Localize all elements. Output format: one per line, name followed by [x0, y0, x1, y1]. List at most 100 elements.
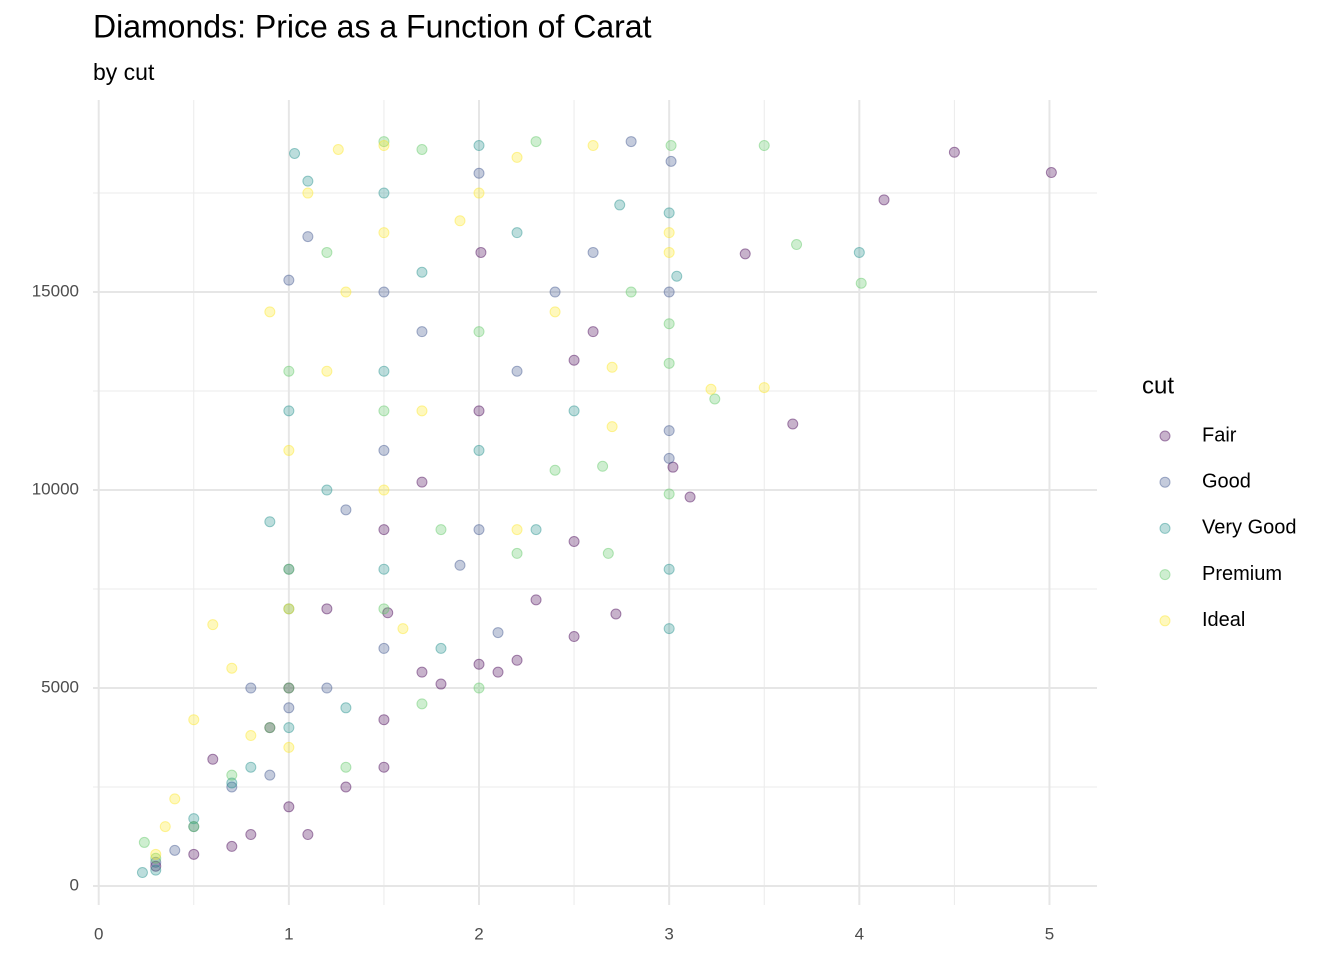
point: [150, 864, 162, 876]
point: [169, 844, 181, 856]
point: [855, 277, 867, 289]
point: [587, 140, 599, 152]
grid: [93, 100, 1097, 905]
legend-label: Good: [1202, 470, 1251, 492]
point: [663, 246, 675, 258]
point: [492, 627, 504, 639]
point: [663, 623, 675, 635]
point: [226, 840, 238, 852]
point: [791, 239, 803, 251]
point: [378, 365, 390, 377]
point: [378, 140, 390, 152]
point: [625, 286, 637, 298]
legend-swatch: [1159, 569, 1171, 581]
point: [302, 187, 314, 199]
point: [378, 603, 390, 615]
point: [597, 460, 609, 472]
point: [340, 761, 352, 773]
point: [549, 464, 561, 476]
point: [188, 714, 200, 726]
point: [473, 187, 485, 199]
point: [663, 318, 675, 330]
y-tick-label: 5000: [41, 677, 79, 696]
point: [602, 547, 614, 559]
point: [283, 603, 295, 615]
point: [378, 714, 390, 726]
point: [378, 524, 390, 536]
point: [226, 777, 238, 789]
point: [378, 563, 390, 575]
point: [606, 421, 618, 433]
point: [587, 326, 599, 338]
point: [321, 246, 333, 258]
point: [511, 654, 523, 666]
point: [663, 425, 675, 437]
legend-label: Ideal: [1202, 609, 1245, 631]
point: [568, 354, 580, 366]
point: [321, 484, 333, 496]
x-tick-label: 2: [474, 924, 483, 943]
y-tick-label: 15000: [32, 282, 79, 301]
point: [475, 246, 487, 258]
y-tick-label: 10000: [32, 480, 79, 499]
point: [169, 793, 181, 805]
point: [454, 215, 466, 227]
point: [340, 702, 352, 714]
point: [226, 769, 238, 781]
legend-swatch: [1159, 430, 1171, 442]
point: [739, 248, 751, 260]
point: [378, 136, 390, 148]
point: [283, 563, 295, 575]
point: [614, 199, 626, 211]
point: [283, 682, 295, 694]
point: [136, 867, 148, 879]
point: [511, 524, 523, 536]
point: [138, 836, 150, 848]
point: [473, 140, 485, 152]
point: [473, 682, 485, 694]
point: [378, 444, 390, 456]
point: [758, 140, 770, 152]
point: [378, 286, 390, 298]
x-tick-label: 0: [94, 924, 103, 943]
point: [150, 852, 162, 864]
point: [492, 666, 504, 678]
point: [473, 167, 485, 179]
point: [245, 730, 257, 742]
legend-label: Fair: [1202, 424, 1237, 446]
point: [610, 608, 622, 620]
legend-label: Premium: [1202, 563, 1282, 585]
point: [435, 524, 447, 536]
point: [416, 698, 428, 710]
point: [283, 444, 295, 456]
point: [568, 536, 580, 548]
point: [283, 603, 295, 615]
point: [382, 607, 394, 619]
point: [684, 491, 696, 503]
point: [378, 484, 390, 496]
point: [1045, 167, 1057, 179]
point: [188, 848, 200, 860]
point: [663, 488, 675, 500]
point: [511, 151, 523, 163]
legend-swatch: [1159, 615, 1171, 627]
point: [568, 631, 580, 643]
point: [549, 306, 561, 318]
point: [264, 722, 276, 734]
point: [264, 722, 276, 734]
y-tick-label: 0: [70, 875, 79, 894]
legend-label: Very Good: [1202, 517, 1297, 539]
point: [283, 801, 295, 813]
point: [511, 365, 523, 377]
point: [530, 136, 542, 148]
point: [188, 821, 200, 833]
point: [416, 476, 428, 488]
point: [416, 266, 428, 278]
point: [663, 207, 675, 219]
point: [663, 357, 675, 369]
point: [302, 829, 314, 841]
point: [302, 175, 314, 187]
point: [150, 860, 162, 872]
point: [587, 246, 599, 258]
